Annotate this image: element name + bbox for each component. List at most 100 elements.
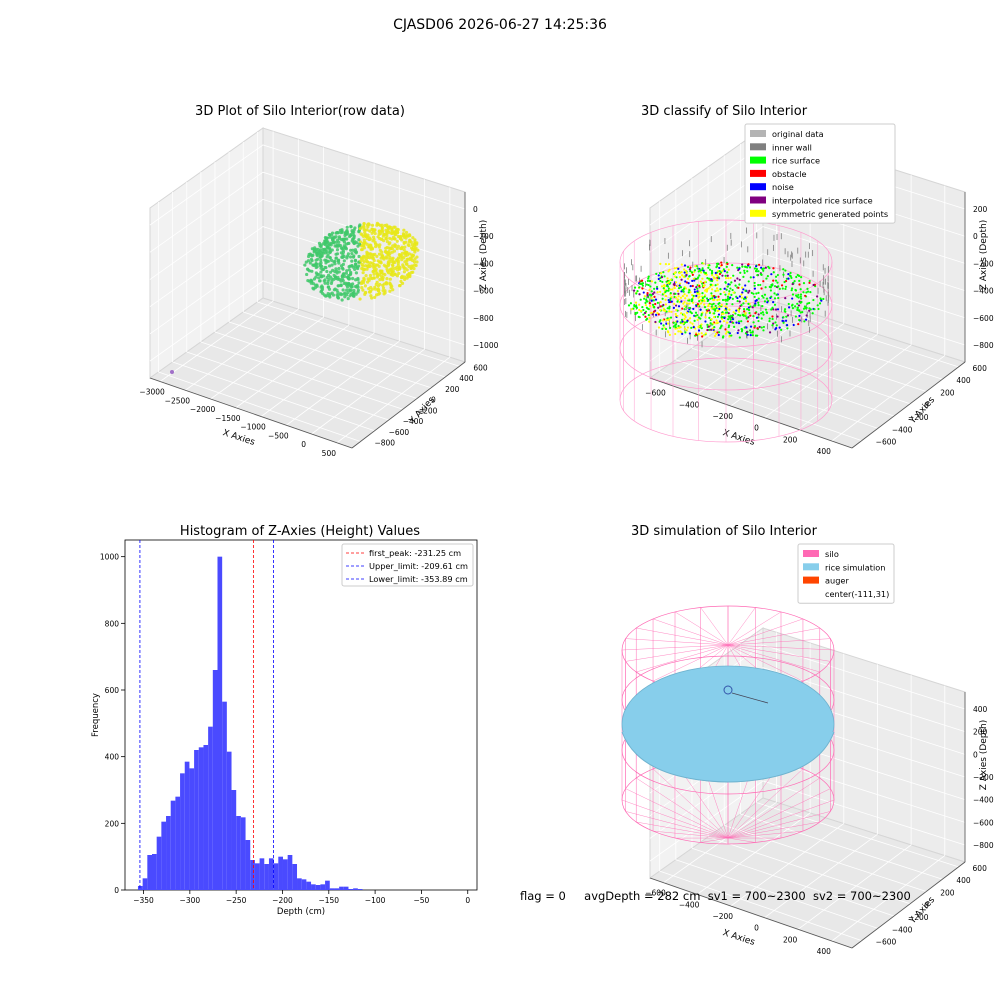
surface-point (669, 326, 672, 330)
surface-point (741, 263, 744, 266)
surface-point (737, 286, 740, 289)
surface-point (736, 277, 739, 280)
surface-point (746, 270, 749, 273)
data-point (401, 233, 406, 238)
wall-point (669, 323, 671, 330)
histogram-bar (156, 836, 162, 890)
data-point (367, 278, 371, 283)
data-point (365, 254, 369, 258)
surface-point (798, 279, 801, 283)
histogram-bar (353, 888, 358, 890)
x-axis-label: Depth (cm) (277, 907, 325, 917)
x-tick-label: −200 (712, 412, 733, 421)
z-tick-label: −600 (973, 314, 994, 323)
surface-point (797, 304, 801, 307)
y-tick-label: −200 (908, 913, 929, 922)
surface-point (683, 293, 686, 296)
wall-point (791, 252, 793, 259)
surface-point (727, 325, 730, 329)
surface-point (648, 320, 651, 323)
surface-point (688, 274, 691, 278)
surface-point (657, 274, 660, 277)
panel2-title: 3D classify of Silo Interior (640, 104, 808, 119)
surface-point (679, 296, 683, 299)
surface-point (746, 333, 749, 336)
silo-roof-line (625, 638, 729, 646)
legend-label: inner wall (772, 142, 812, 152)
surface-point (635, 292, 638, 295)
data-point (381, 254, 385, 258)
silo-roof-line (727, 627, 820, 646)
surface-point (800, 297, 803, 300)
surface-point (674, 323, 678, 326)
data-point (391, 269, 395, 273)
surface-point (760, 287, 763, 290)
surface-point (703, 303, 706, 306)
silo-cone-line (700, 837, 729, 843)
surface-point (747, 308, 751, 312)
z-tick-label: −1000 (473, 341, 499, 350)
wall-point (790, 254, 792, 261)
surface-point (669, 292, 672, 295)
surface-point (716, 283, 719, 286)
surface-point (717, 295, 720, 298)
surface-point (820, 299, 823, 302)
surface-point (812, 283, 815, 287)
data-point (403, 277, 407, 281)
surface-point (641, 305, 644, 309)
y-tick-label: 0 (431, 396, 436, 405)
data-point (340, 274, 344, 278)
surface-point (639, 298, 642, 301)
surface-point (646, 279, 649, 283)
surface-point (692, 307, 695, 311)
surface-point (732, 311, 735, 314)
surface-point (738, 310, 741, 313)
surface-point (708, 268, 712, 271)
legend-label: Upper_limit: -209.61 cm (369, 561, 468, 571)
surface-point (764, 266, 767, 269)
surface-point (719, 292, 722, 296)
histogram-bar (315, 885, 321, 890)
surface-point (742, 275, 745, 278)
surface-point (657, 277, 660, 281)
data-point (314, 262, 318, 266)
wall-point (624, 276, 625, 283)
surface-point (660, 272, 663, 275)
data-point (386, 253, 390, 257)
data-point (365, 267, 369, 271)
surface-point (671, 288, 674, 291)
y-axis-line (351, 361, 466, 449)
surface-point (694, 327, 697, 330)
data-point (324, 247, 328, 252)
data-point (404, 240, 408, 244)
surface-point (714, 284, 717, 287)
surface-point (757, 263, 761, 266)
surface-point (775, 293, 778, 296)
surface-point (784, 285, 788, 288)
histogram-bar (348, 889, 354, 890)
legend-label: Lower_limit: -353.89 cm (369, 574, 468, 584)
histogram-bar (217, 556, 223, 890)
wall-point (773, 234, 775, 241)
surface-point (718, 307, 721, 311)
data-point (335, 230, 339, 235)
surface-point (681, 294, 685, 298)
data-point (380, 237, 384, 241)
y-tick-label: 600 (105, 686, 120, 695)
data-point (413, 238, 417, 242)
z-tick-label: 0 (973, 750, 978, 759)
surface-point (708, 277, 711, 280)
wall-point (756, 232, 758, 239)
data-point (365, 228, 369, 232)
surface-point (643, 295, 646, 298)
surface-point (729, 318, 732, 321)
surface-point (723, 270, 726, 273)
data-point (359, 232, 363, 236)
wall-point (747, 246, 749, 253)
data-point (344, 247, 348, 251)
data-point (320, 275, 324, 279)
data-point (385, 223, 389, 227)
surface-point (701, 277, 704, 280)
z-tick-label: −200 (973, 773, 994, 782)
surface-point (685, 281, 689, 284)
